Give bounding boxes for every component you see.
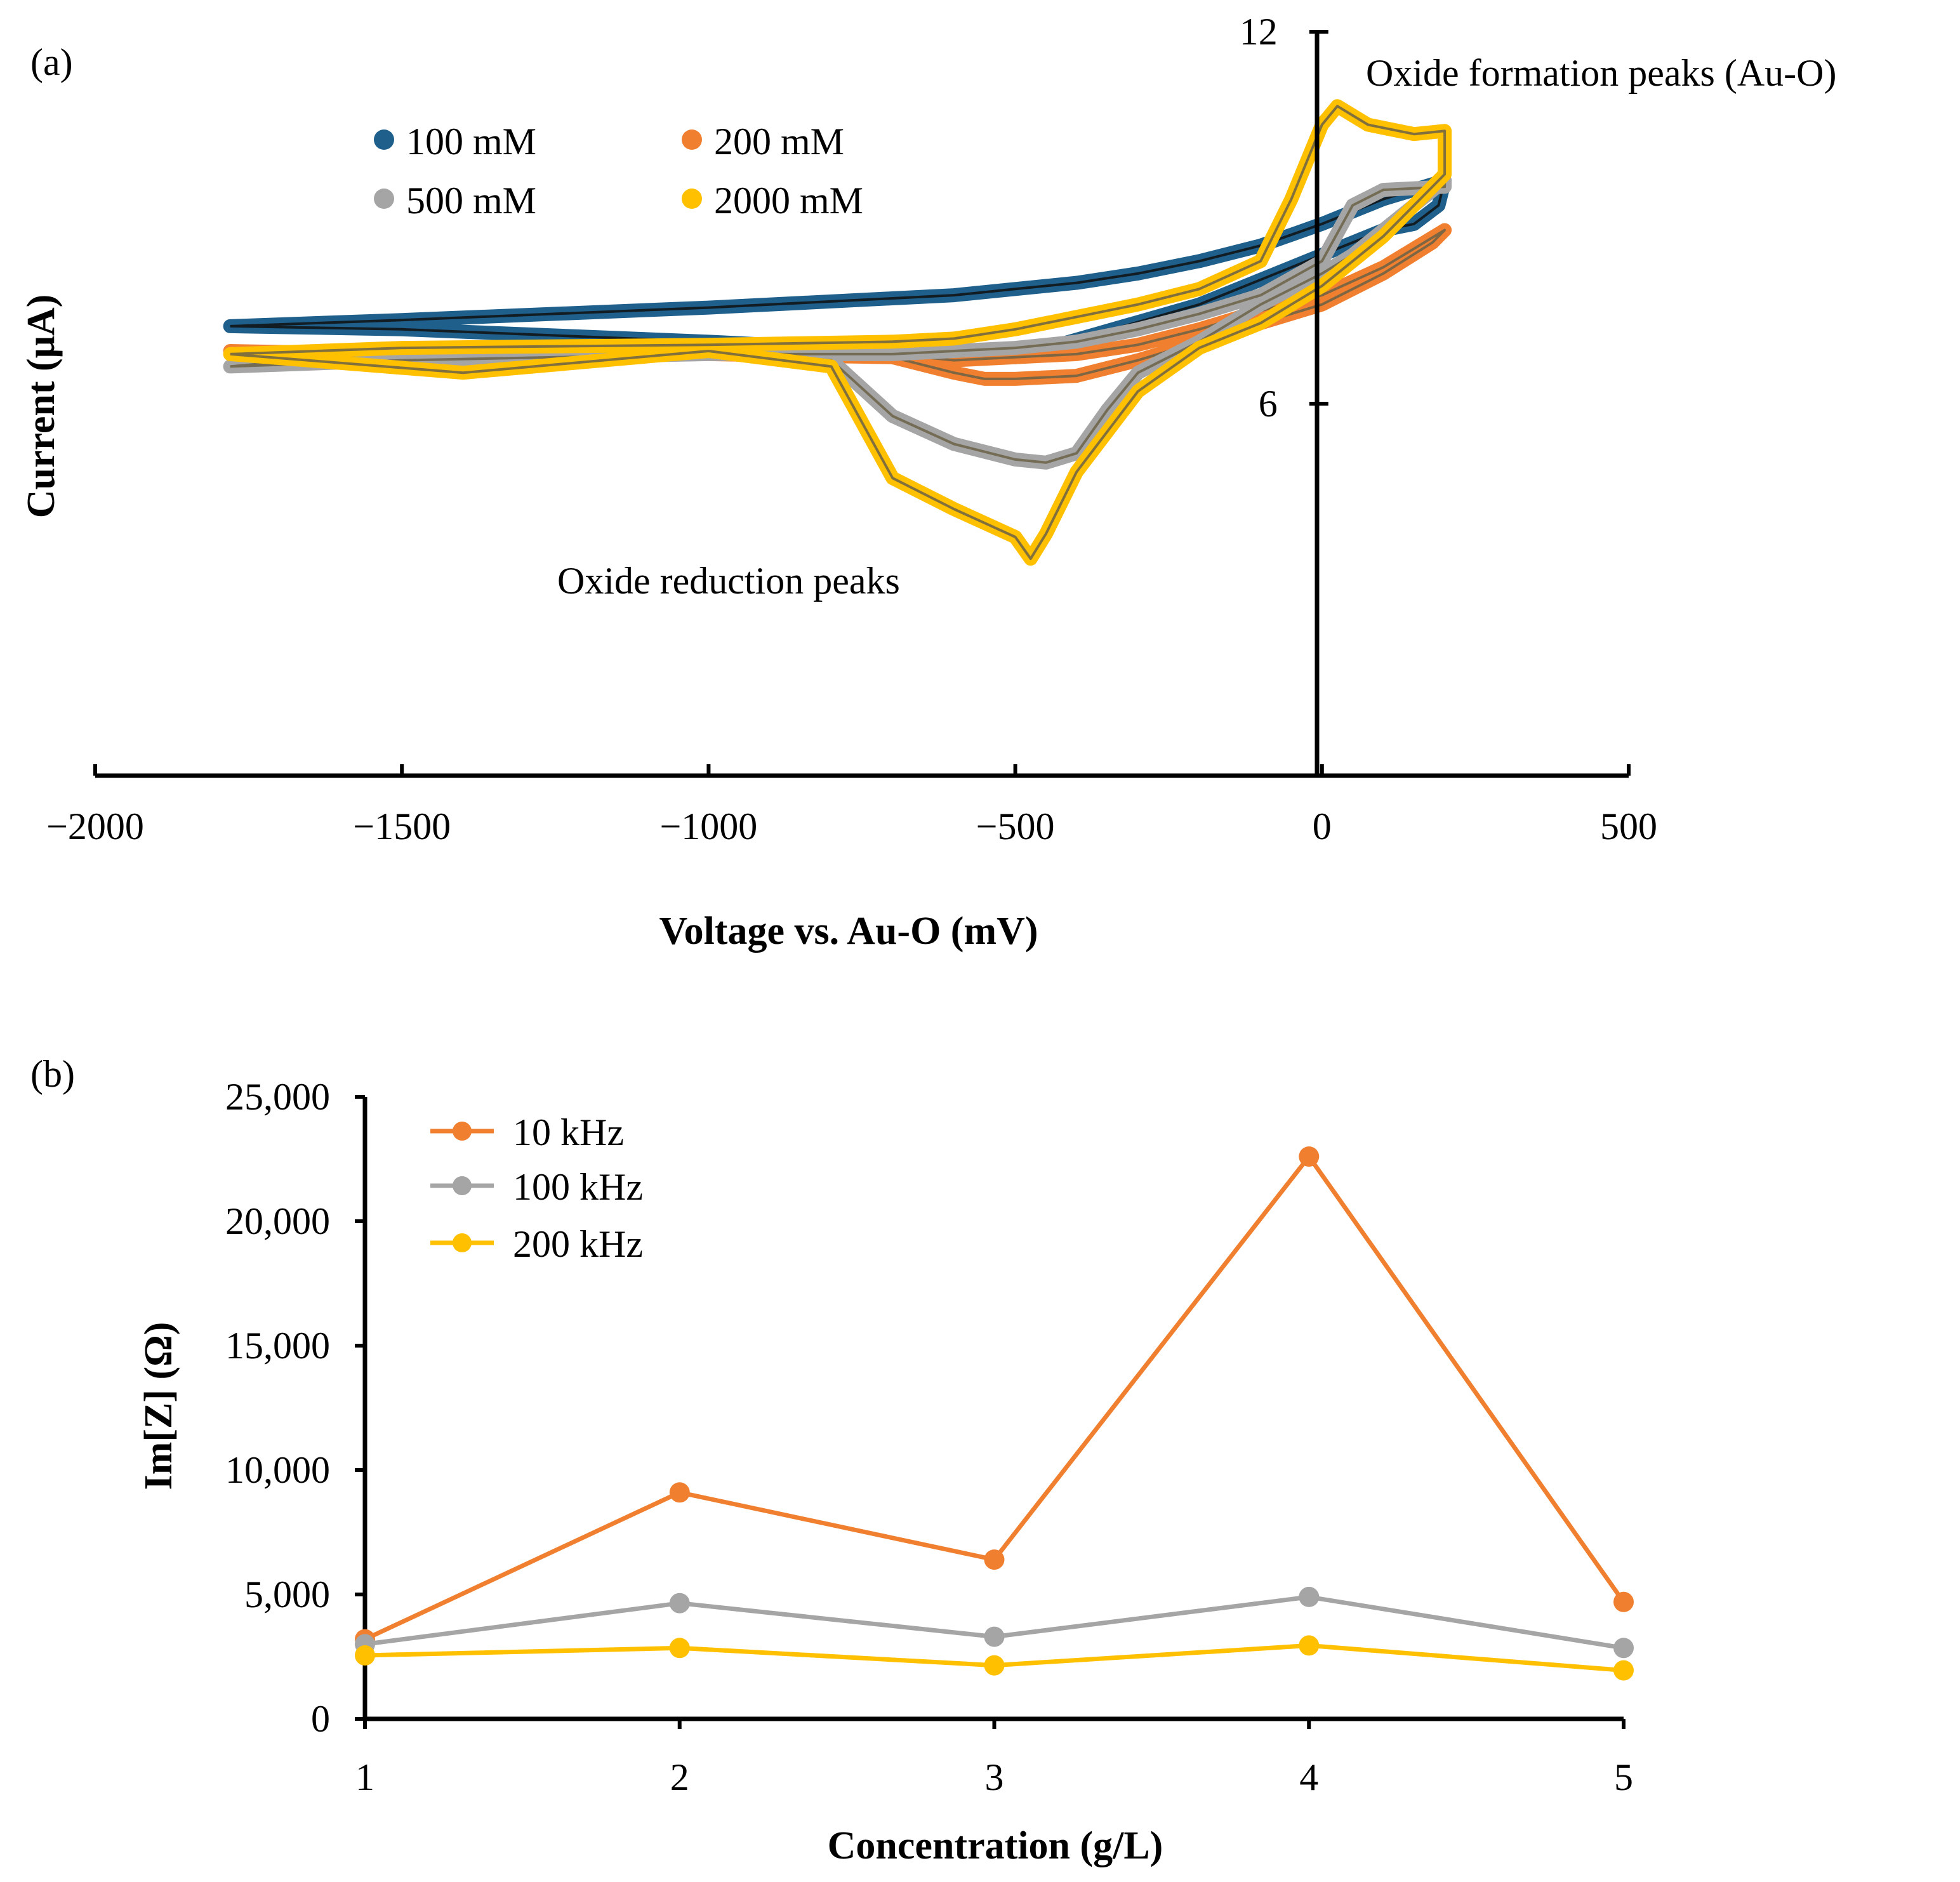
legend-marker-500mm	[374, 189, 394, 209]
y-tick-label-20000: 20,000	[225, 1200, 330, 1242]
impedance-series-group	[355, 1146, 1634, 1681]
cv-series-2000-mm-trend	[230, 105, 1447, 560]
legend-marker-200mm	[682, 129, 702, 150]
cv-series-group	[223, 99, 1452, 566]
point-200-khz-2	[669, 1638, 690, 1659]
x-axis-title: Voltage vs. Au-O (mV)	[659, 910, 1038, 953]
point-200-khz-5	[1613, 1660, 1634, 1681]
point-100-khz-5	[1613, 1638, 1634, 1659]
cv-chart: (a) −2000 −1500 −1000 −500 0 500 6 12 100 mM 2…	[20, 11, 1836, 953]
x-tick-label-4: 4	[1299, 1756, 1318, 1798]
y-ticks: 0 5,000 10,000 15,000 20,000 25,000	[225, 1076, 365, 1740]
legend-label-200mm: 200 mM	[714, 121, 844, 162]
x-tick-label-2000: −2000	[46, 805, 144, 847]
x-tick-label-1500: −1500	[353, 805, 451, 847]
point-10-khz-2	[669, 1482, 690, 1503]
point-100-khz-4	[1299, 1586, 1320, 1607]
point-200-khz-1	[355, 1645, 375, 1666]
y-tick-label-10000: 10,000	[225, 1449, 330, 1491]
x-tick-label-3: 3	[985, 1756, 1004, 1798]
point-10-khz-5	[1613, 1591, 1634, 1612]
panel-a-label: (a)	[30, 41, 73, 83]
y-ticks: 6 12	[1240, 11, 1328, 425]
y-tick-label-25000: 25,000	[225, 1076, 330, 1118]
point-10-khz-4	[1299, 1146, 1320, 1167]
x-tick-label-0: 0	[1313, 805, 1332, 847]
x-tick-label-5: 5	[1614, 1756, 1633, 1798]
x-axis-title: Concentration (g/L)	[828, 1824, 1163, 1867]
impedance-legend: 10 kHz 100 kHz 200 kHz	[430, 1111, 643, 1265]
x-tick-label-2: 2	[670, 1756, 689, 1798]
y-axis-title: Im[Z] (Ω)	[137, 1322, 180, 1490]
point-200-khz-3	[984, 1655, 1005, 1676]
x-tick-label-1: 1	[355, 1756, 374, 1798]
legend-label-100khz: 100 kHz	[513, 1166, 643, 1208]
legend-marker-200khz	[453, 1233, 472, 1252]
cv-legend: 100 mM 200 mM 500 mM 2000 mM	[374, 121, 863, 222]
legend-label-500mm: 500 mM	[406, 180, 536, 222]
legend-marker-100mm	[374, 129, 394, 150]
y-tick-label-0: 0	[311, 1698, 330, 1740]
legend-label-200khz: 200 kHz	[513, 1223, 643, 1265]
x-ticks: 1 2 3 4 5	[355, 1719, 1633, 1798]
panel-b-label: (b)	[30, 1053, 75, 1095]
legend-label-2000mm: 2000 mM	[714, 180, 863, 222]
point-100-khz-3	[984, 1626, 1005, 1647]
annotation-oxide-formation: Oxide formation peaks (Au-O)	[1366, 52, 1836, 94]
legend-marker-10khz	[453, 1122, 472, 1141]
legend-label-100mm: 100 mM	[406, 121, 536, 162]
y-tick-label-15000: 15,000	[225, 1325, 330, 1367]
y-axis-title: Current (μA)	[20, 295, 63, 519]
y-tick-label-5000: 5,000	[244, 1574, 330, 1615]
x-tick-label-500: 500	[1600, 805, 1657, 847]
annotation-oxide-reduction: Oxide reduction peaks	[557, 560, 900, 602]
legend-marker-100khz	[453, 1176, 472, 1195]
x-tick-label-500: −500	[976, 805, 1055, 847]
legend-marker-2000mm	[682, 189, 702, 209]
y-tick-label-6: 6	[1259, 383, 1278, 425]
impedance-chart: (b) 0 5,000 10,000 15,000 20,000 25,000 1 2 3 4 5…	[30, 1053, 1634, 1867]
y-tick-label-12: 12	[1240, 11, 1278, 53]
point-10-khz-3	[984, 1549, 1005, 1570]
x-tick-label-1000: −1000	[659, 805, 757, 847]
legend-label-10khz: 10 kHz	[513, 1111, 624, 1153]
point-200-khz-4	[1299, 1635, 1320, 1656]
point-100-khz-2	[669, 1593, 690, 1614]
x-ticks: −2000 −1500 −1000 −500 0 500	[46, 764, 1657, 847]
